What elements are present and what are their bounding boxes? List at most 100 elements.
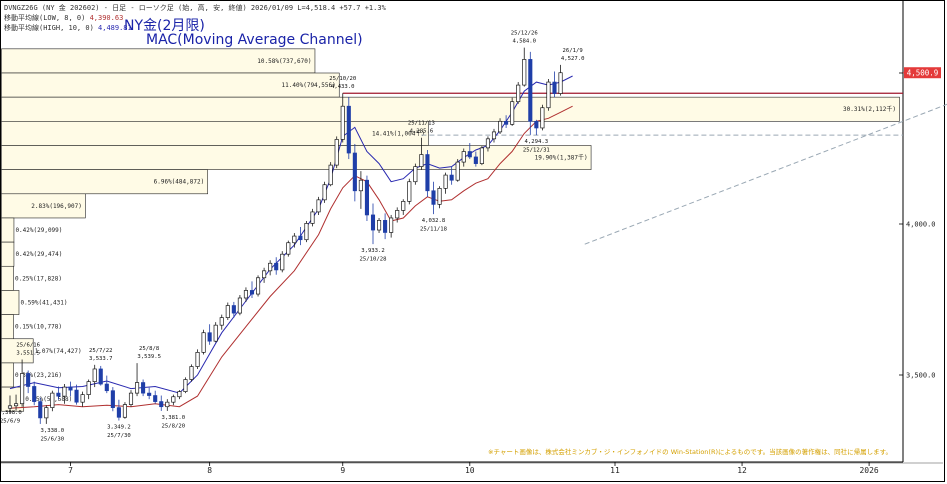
candle-up: [328, 164, 333, 186]
price-annotation: 26/1/9: [563, 48, 583, 54]
x-tick-label: 12: [737, 466, 747, 475]
volume-bar: [1, 241, 15, 267]
candle-up: [340, 105, 345, 140]
candle-up: [437, 188, 442, 205]
volume-label: 0.33%(23,216): [15, 372, 62, 379]
price-annotation: 25/6/9: [0, 418, 20, 424]
volume-label: 1.07%(74,427): [35, 348, 82, 355]
candle-up: [213, 324, 218, 342]
volume-bar: [1, 96, 900, 122]
copyright-notice: ※チャート画像は、株式会社ミンカブ・ジ・インフォノイドの Win-Station…: [488, 448, 893, 456]
price-annotation: 3,933.2: [361, 248, 385, 254]
price-annotation: 25/8/20: [162, 423, 186, 429]
volume-bar: [1, 338, 34, 364]
candle-up: [219, 317, 224, 326]
price-annotation: 25/6/16: [16, 342, 40, 348]
candle-down: [32, 386, 37, 402]
candle-up: [479, 147, 484, 164]
volume-label: 0.75%(52,588): [25, 396, 72, 403]
volume-bar: [1, 169, 209, 195]
candle-up: [62, 386, 67, 397]
volume-label: 0.42%(29,474): [15, 251, 62, 258]
price-annotation: 3,533.7: [89, 356, 113, 362]
price-annotation: 25/10/20: [329, 76, 356, 82]
x-tick-label: 7: [68, 466, 73, 475]
last-price-tag: [904, 67, 941, 79]
candle-up: [322, 184, 327, 201]
candle-up: [243, 290, 249, 299]
candle-up: [135, 382, 140, 394]
candle-down: [38, 401, 43, 419]
candle-down: [346, 105, 351, 154]
candle-up: [183, 379, 188, 392]
volume-label: 0.25%(17,828): [15, 275, 62, 282]
candle-up: [122, 404, 128, 418]
candle-down: [528, 59, 533, 122]
candle-up: [201, 332, 206, 353]
candle-up: [165, 401, 170, 408]
candle-up: [256, 277, 261, 295]
candle-down: [68, 386, 73, 391]
price-annotation: 25/12/31: [523, 148, 550, 154]
price-annotation: 4,294.3: [525, 139, 549, 145]
candle-up: [20, 373, 25, 405]
ma-high-label: 移動平均線(HIGH, 10, 0): [4, 24, 94, 32]
candle-up: [50, 392, 55, 408]
candle-up: [262, 270, 267, 279]
candle-down: [141, 382, 146, 394]
candle-down: [504, 120, 509, 125]
candle-down: [552, 81, 557, 94]
candle-up: [286, 242, 291, 255]
price-annotation: 4,433.0: [331, 84, 355, 90]
candle-down: [431, 190, 436, 205]
price-annotation: 4,527.0: [561, 56, 585, 62]
volume-label: 19.90%(1,387千): [535, 154, 588, 162]
volume-bar: [1, 193, 86, 219]
volume-label: 11.40%(794,556): [282, 82, 336, 89]
y-tick-label: 3,500.0: [906, 372, 936, 380]
candle-up: [461, 151, 466, 163]
price-annotation: 4,285.6: [410, 129, 434, 135]
price-annotation: 25/7/22: [89, 348, 113, 354]
candle-up: [7, 405, 13, 409]
volume-bar: [1, 121, 429, 146]
candle-down: [274, 262, 279, 271]
candle-up: [558, 72, 563, 94]
candle-up: [92, 368, 97, 382]
price-annotation: 3,398.0: [0, 410, 22, 416]
price-annotation: 4,032.8: [422, 218, 446, 224]
candle-up: [401, 201, 406, 211]
price-annotation: 3,539.5: [137, 354, 161, 360]
candle-up: [510, 101, 515, 125]
candle-down: [449, 174, 454, 181]
price-annotation: 3,551.5: [16, 350, 40, 356]
candle-down: [110, 390, 115, 408]
volume-label: 6.96%(484,872): [154, 179, 205, 186]
candle-up: [128, 392, 134, 405]
price-annotation: 3,381.0: [162, 415, 186, 421]
volume-bar: [1, 290, 20, 315]
candle-up: [280, 253, 285, 271]
candle-up: [455, 161, 460, 181]
candle-up: [358, 179, 363, 192]
ma-low-label: 移動平均線(LOW, 8, 0): [4, 14, 86, 22]
candle-up: [195, 352, 200, 367]
price-annotation: 25/6/30: [41, 436, 65, 442]
x-tick-label: 8: [207, 466, 212, 475]
candle-up: [177, 391, 182, 398]
candle-down: [147, 392, 152, 396]
candle-up: [268, 262, 273, 272]
candle-down: [26, 373, 31, 387]
candle-up: [522, 59, 527, 86]
candle-up: [237, 297, 242, 314]
ma-high-value: 4,489.81: [98, 24, 132, 32]
candle-up: [485, 138, 491, 149]
chart-subtitle: MAC(Moving Average Channel): [146, 32, 363, 48]
volume-bar: [1, 145, 592, 170]
price-annotation: 25/11/13: [408, 121, 435, 127]
candle-up: [225, 305, 230, 318]
candle-up: [86, 381, 91, 395]
candle-down: [370, 214, 376, 231]
candle-down: [159, 401, 164, 408]
price-annotation: 25/7/30: [107, 433, 131, 439]
